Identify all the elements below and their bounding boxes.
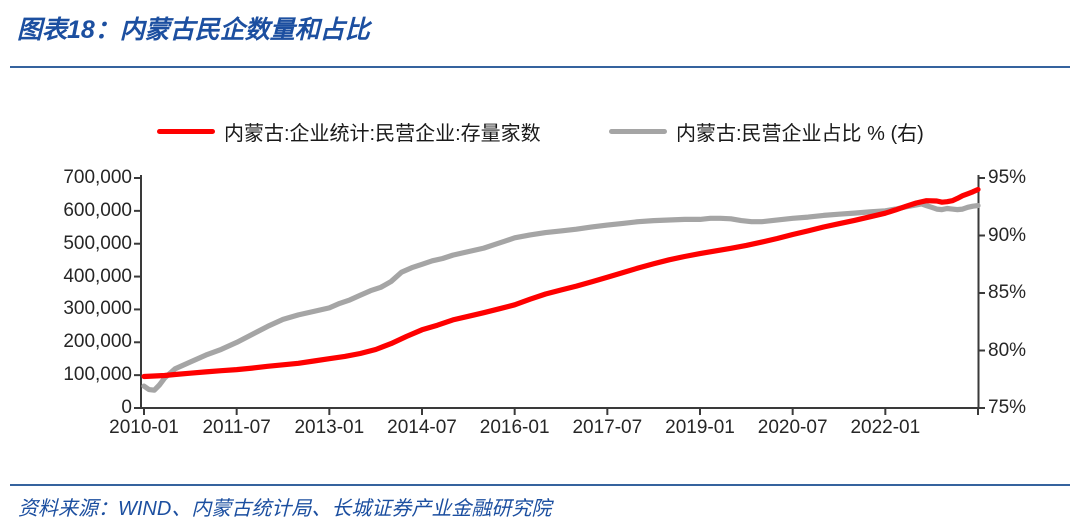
x-tick-label: 2019-01 (665, 417, 735, 438)
y-left-tick-label: 400,000 (63, 265, 132, 287)
figure-title: 图表18：内蒙古民企数量和占比 (17, 16, 370, 44)
y-right-tick-label: 75% (988, 397, 1027, 418)
y-right-tick-label: 95% (988, 167, 1027, 188)
y-left-tick-label: 100,000 (63, 364, 132, 386)
legend-label-stock-count: 内蒙古:企业统计:民营企业:存量家数 (224, 122, 541, 145)
axis-spines (140, 175, 980, 409)
y-left-tick-label: 600,000 (63, 199, 132, 221)
footer-divider (10, 484, 1070, 486)
y-right-tick-label: 90% (988, 224, 1027, 246)
x-tick-label: 2014-07 (387, 417, 457, 438)
y-right-tick-label: 80% (988, 339, 1027, 361)
series-line-stock-count (141, 186, 981, 380)
y-left-tick-label: 300,000 (63, 298, 132, 320)
x-tick-label: 2022-01 (850, 417, 921, 438)
series-line-share-pct (141, 201, 981, 393)
y-left-tick-label: 200,000 (63, 331, 132, 353)
legend-swatch-red-line (157, 128, 215, 134)
y-left-tick-label: 500,000 (63, 232, 132, 254)
y-right-tick-label: 85% (988, 282, 1027, 303)
x-tick-label: 2011-07 (202, 417, 271, 438)
x-tick-label: 2020-07 (757, 417, 828, 438)
legend-label-share-pct: 内蒙古:民营企业占比 % (右) (676, 122, 924, 145)
source-note: 资料来源：WIND、内蒙古统计局、长城证券产业金融研究院 (18, 498, 552, 520)
legend-swatch-gray-line (609, 128, 667, 134)
x-tick-label: 2017-07 (572, 417, 643, 438)
x-tick-label: 2016-01 (479, 417, 550, 438)
legend-item-share-pct: 内蒙古:民营企业占比 % (右) (609, 117, 924, 145)
x-tick-label: 2010-01 (109, 417, 179, 438)
title-divider (10, 66, 1070, 68)
y-left-tick-label: 700,000 (63, 167, 132, 188)
x-tick-label: 2013-01 (294, 417, 365, 438)
legend-item-stock-count: 内蒙古:企业统计:民营企业:存量家数 (157, 117, 541, 145)
y-left-tick-label: 0 (121, 397, 132, 418)
